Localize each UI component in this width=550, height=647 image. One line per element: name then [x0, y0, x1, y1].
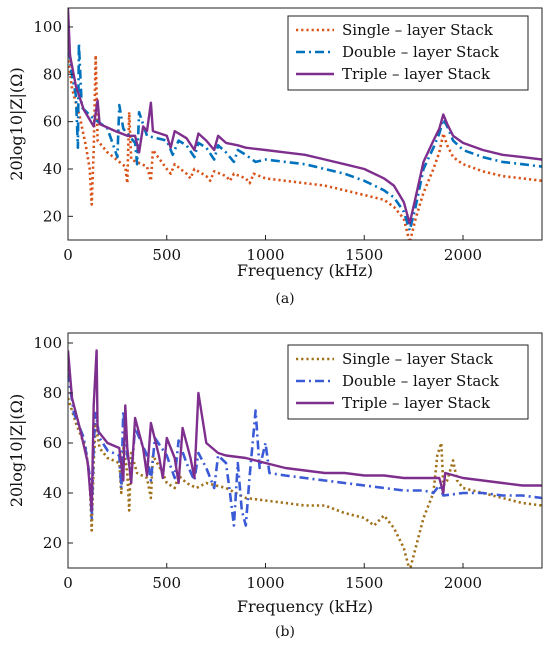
- chart-b-ytick-label: 40: [43, 484, 62, 502]
- chart-a-legend: Single – layer Stack Double – layer Stack…: [287, 15, 529, 91]
- chart-a-ylabel: 20log10|Z|(Ω): [7, 67, 26, 180]
- chart-a-xtick-label: 1000: [246, 246, 284, 264]
- chart-b: 0 500 1000 1500 2000 20 40 60 80 100 Frequency (kH…: [7, 332, 543, 640]
- chart-b-xtick-label: 1000: [246, 574, 284, 592]
- chart-b-xtick-label: 2000: [444, 574, 482, 592]
- chart-a-ytick-label: 40: [43, 160, 62, 178]
- chart-a-legend-label-2: Double – layer Stack: [342, 43, 500, 61]
- chart-a-series-3-line: [68, 8, 542, 225]
- chart-a-legend-label-3: Triple – layer Stack: [342, 65, 491, 83]
- chart-b-plot-frame: [67, 332, 543, 569]
- chart-b-legend-label-3: Triple – layer Stack: [342, 394, 491, 412]
- chart-b-panel-label: (b): [275, 624, 295, 640]
- chart-b-ytick-label: 60: [43, 434, 62, 452]
- chart-a-ytick-label: 80: [43, 65, 62, 83]
- chart-b-series-2-line: [68, 372, 542, 527]
- chart-a-plot-frame: [67, 7, 543, 241]
- chart-b-series-3-line: [68, 349, 542, 512]
- chart-b-series-1-line: [68, 397, 542, 568]
- chart-b-legend-label-2: Double – layer Stack: [342, 372, 500, 390]
- chart-b-xtick-label: 0: [63, 574, 73, 592]
- chart-a-xtick-label: 2000: [444, 246, 482, 264]
- chart-a-xtick-label: 0: [63, 246, 73, 264]
- chart-a: 0 500 1000 1500 2000 20 40 60 80 100 Frequency (kH…: [7, 7, 543, 307]
- chart-b-ytick-label: 100: [33, 334, 62, 352]
- chart-a-series-1-line: [68, 54, 542, 240]
- chart-b-ytick-label: 80: [43, 384, 62, 402]
- chart-a-series-2-line: [68, 31, 542, 232]
- chart-b-ylabel: 20log10|Z|(Ω): [7, 394, 26, 507]
- chart-a-panel-label: (a): [275, 291, 294, 307]
- chart-a-xtick-label: 500: [152, 246, 181, 264]
- chart-a-ytick-label: 60: [43, 113, 62, 131]
- chart-a-xtick-label: 1500: [345, 246, 383, 264]
- chart-a-xlabel: Frequency (kHz): [237, 261, 373, 280]
- chart-b-legend-label-1: Single – layer Stack: [342, 350, 494, 368]
- chart-b-legend: Single – layer Stack Double – layer Stack…: [287, 344, 529, 420]
- chart-a-ytick-label: 100: [33, 18, 62, 36]
- chart-a-ytick-label: 20: [43, 207, 62, 225]
- chart-b-xlabel: Frequency (kHz): [237, 597, 373, 616]
- chart-a-legend-label-1: Single – layer Stack: [342, 21, 494, 39]
- chart-b-xtick-label: 500: [152, 574, 181, 592]
- chart-b-ytick-label: 20: [43, 534, 62, 552]
- chart-b-xtick-label: 1500: [345, 574, 383, 592]
